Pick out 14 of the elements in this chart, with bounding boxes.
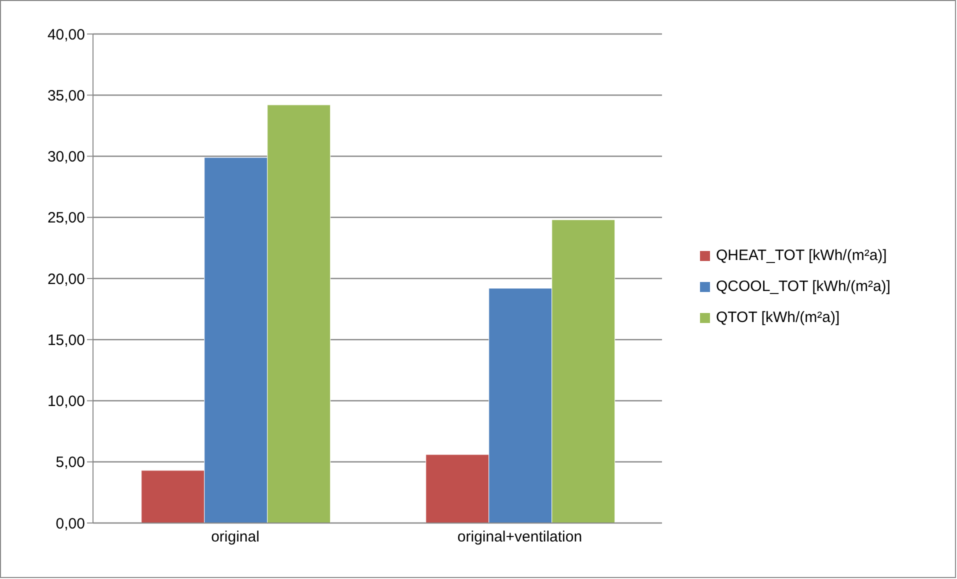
y-tick-label: 10,00 xyxy=(47,393,85,410)
y-tick-label: 15,00 xyxy=(47,332,85,349)
legend-label: QCOOL_TOT [kWh/(m²a)] xyxy=(716,278,890,295)
y-tick-label: 5,00 xyxy=(56,454,85,472)
legend-label: QTOT [kWh/(m²a)] xyxy=(716,309,840,326)
y-tick-label: 30,00 xyxy=(47,148,85,166)
y-tick-label: 20,00 xyxy=(47,270,85,288)
y-tick-label: 25,00 xyxy=(47,210,85,227)
legend-label: QHEAT_TOT [kWh/(m²a)] xyxy=(716,247,887,264)
y-tick-label: 0,00 xyxy=(56,515,85,532)
y-tick-label: 40,00 xyxy=(47,26,85,44)
y-tick-label: 35,00 xyxy=(47,87,85,104)
x-tick-label: original xyxy=(211,528,260,546)
x-tick-label: original+ventilation xyxy=(457,528,582,546)
